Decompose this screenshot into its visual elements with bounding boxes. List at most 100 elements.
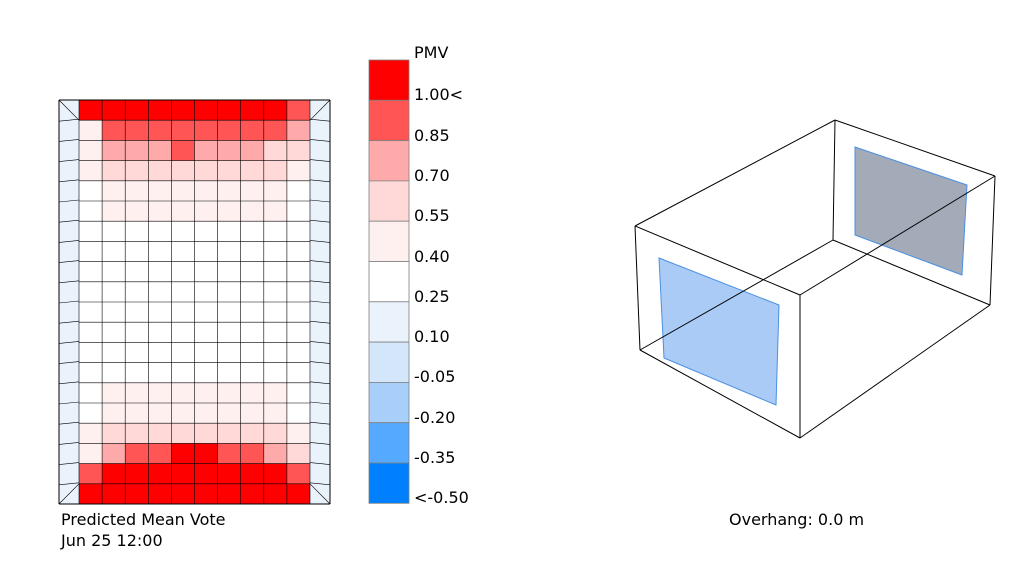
grid-cell xyxy=(286,201,310,222)
grid-line xyxy=(309,401,331,405)
grid-cell xyxy=(125,463,149,484)
legend-label: -0.05 xyxy=(414,367,456,387)
grid-cell xyxy=(125,362,149,383)
grid-cell xyxy=(240,423,264,444)
grid-cell xyxy=(217,221,241,242)
grid-cell xyxy=(102,281,126,302)
grid-cell xyxy=(286,382,310,403)
grid-cell xyxy=(217,302,241,323)
grid-cell xyxy=(194,221,218,242)
grid-cell xyxy=(102,382,126,403)
grid-cell xyxy=(125,423,149,444)
legend-label: -0.35 xyxy=(414,448,456,467)
grid-cell xyxy=(263,100,287,121)
metric-caption: Predicted Mean Vote xyxy=(61,510,226,529)
grid-line xyxy=(309,139,331,142)
grid-cell xyxy=(286,160,310,181)
grid-line xyxy=(58,401,80,405)
grid-cell xyxy=(217,463,241,484)
grid-cell xyxy=(148,261,172,282)
grid-cell xyxy=(286,100,310,121)
grid-cell xyxy=(125,241,149,262)
grid-cell xyxy=(102,302,126,323)
grid-cell xyxy=(286,180,310,201)
grid-cell xyxy=(171,443,195,464)
grid-cell xyxy=(286,281,310,302)
grid-cell xyxy=(240,160,264,181)
grid-cell xyxy=(148,241,172,262)
grid-cell xyxy=(148,362,172,383)
legend-swatch xyxy=(368,261,410,303)
grid-cell xyxy=(217,403,241,424)
grid-line xyxy=(309,381,331,385)
grid-cell xyxy=(125,342,149,363)
grid-cell xyxy=(171,463,195,484)
grid-cell xyxy=(217,241,241,262)
grid-line xyxy=(309,99,331,121)
grid-cell xyxy=(194,241,218,262)
grid-line xyxy=(309,199,331,203)
pmv-grid-cells xyxy=(59,100,330,504)
grid-cell xyxy=(148,100,172,121)
grid-cell xyxy=(148,443,172,464)
grid-cell xyxy=(240,100,264,121)
grid-cell xyxy=(217,362,241,383)
grid-cell xyxy=(286,342,310,363)
room-edges xyxy=(634,119,996,439)
grid-line xyxy=(309,219,331,223)
grid-cell xyxy=(240,241,264,262)
grid-cell xyxy=(148,322,172,343)
pmv-grid-lines xyxy=(58,99,331,505)
grid-cell xyxy=(286,362,310,383)
grid-cell xyxy=(194,463,218,484)
grid-cell xyxy=(125,302,149,323)
grid-line xyxy=(309,118,331,122)
grid-cell xyxy=(125,221,149,242)
grid-cell xyxy=(217,160,241,181)
grid-cell xyxy=(194,342,218,363)
grid-cell xyxy=(263,463,287,484)
grid-cell xyxy=(125,322,149,343)
grid-line xyxy=(309,462,331,465)
grid-cell xyxy=(79,140,103,161)
grid-cell xyxy=(240,140,264,161)
grid-cell xyxy=(263,201,287,222)
grid-cell xyxy=(240,322,264,343)
grid-cell xyxy=(217,261,241,282)
grid-cell xyxy=(263,241,287,262)
grid-cell xyxy=(194,302,218,323)
legend-label: -0.20 xyxy=(414,407,456,427)
grid-cell xyxy=(79,443,103,464)
grid-cell xyxy=(217,423,241,444)
grid-cell xyxy=(148,201,172,222)
grid-cell xyxy=(102,160,126,181)
grid-cell xyxy=(263,382,287,403)
grid-cell xyxy=(171,180,195,201)
grid-cell xyxy=(102,241,126,262)
grid-line xyxy=(58,482,80,486)
grid-cell xyxy=(102,322,126,343)
legend-label: 0.85 xyxy=(414,125,450,145)
grid-cell xyxy=(171,140,195,161)
grid-line xyxy=(58,99,80,121)
grid-cell xyxy=(194,100,218,121)
grid-cell xyxy=(148,342,172,363)
grid-cell xyxy=(217,483,241,504)
grid-cell xyxy=(79,322,103,343)
grid-cell xyxy=(125,201,149,222)
grid-line xyxy=(309,240,331,243)
grid-cell xyxy=(102,403,126,424)
grid-line xyxy=(309,260,331,263)
grid-cell xyxy=(171,281,195,302)
grid-cell xyxy=(286,463,310,484)
legend-label: 0.70 xyxy=(414,165,450,185)
grid-cell xyxy=(263,180,287,201)
grid-cell xyxy=(194,281,218,302)
grid-cell xyxy=(102,443,126,464)
grid-cell xyxy=(79,382,103,403)
grid-cell xyxy=(79,281,103,302)
grid-cell xyxy=(102,120,126,141)
grid-cell xyxy=(79,423,103,444)
legend-label: 0.55 xyxy=(414,206,450,226)
grid-cell xyxy=(171,423,195,444)
